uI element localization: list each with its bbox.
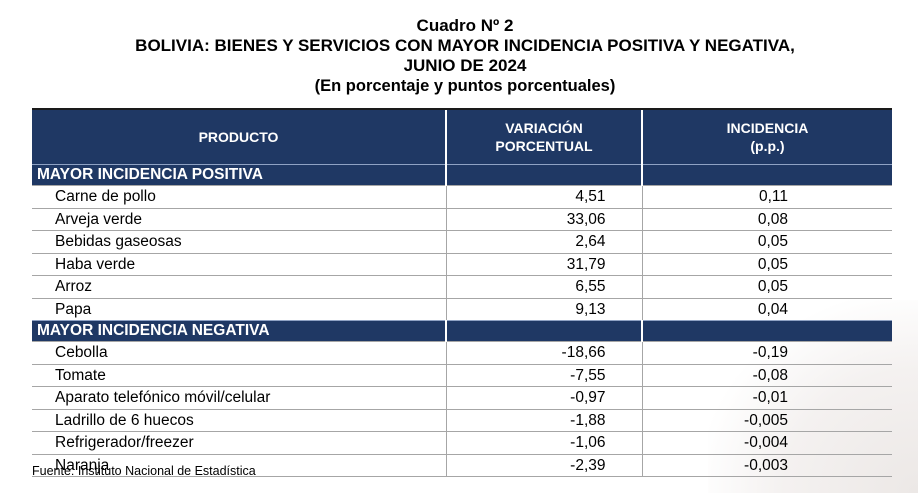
section-positive-label: MAYOR INCIDENCIA POSITIVA (32, 164, 446, 186)
cell-producto: Papa (32, 297, 446, 321)
table-header-row: PRODUCTO VARIACIÓN PORCENTUAL INCIDENCIA… (32, 108, 892, 165)
source-note: Fuente: Instituto Nacional de Estadístic… (32, 464, 256, 478)
cell-producto: Arroz (32, 275, 446, 298)
cell-incidencia: -0,005 (641, 408, 892, 432)
title-line-2: BOLIVIA: BIENES Y SERVICIOS CON MAYOR IN… (135, 36, 795, 55)
cell-variacion: 33,06 (445, 207, 642, 231)
title-line-4: (En porcentaje y puntos porcentuales) (314, 77, 616, 95)
header-producto: PRODUCTO (32, 108, 446, 165)
cell-variacion: 9,13 (445, 297, 642, 321)
cell-incidencia: -0,004 (641, 431, 892, 454)
cell-variacion: 31,79 (445, 252, 642, 276)
cell-producto: Naranja (32, 453, 446, 477)
title-line-3: JUNIO DE 2024 (403, 56, 527, 75)
cell-variacion: -7,55 (445, 363, 642, 387)
header-variacion: VARIACIÓN PORCENTUAL (445, 108, 642, 165)
cell-incidencia: 0,04 (641, 297, 892, 321)
section-positive-cell (445, 164, 642, 186)
cell-producto: Haba verde (32, 252, 446, 276)
table-row: Carne de pollo 4,51 0,11 (32, 185, 892, 208)
cell-incidencia: 0,11 (641, 185, 892, 208)
cell-incidencia: 0,05 (641, 252, 892, 276)
cell-incidencia: -0,003 (641, 453, 892, 477)
section-positive-cell (641, 164, 892, 186)
table-row: Tomate -7,55 -0,08 (32, 363, 892, 387)
header-incidencia-line1: INCIDENCIA (726, 120, 809, 136)
section-negative-label: MAYOR INCIDENCIA NEGATIVA (32, 320, 446, 342)
cell-variacion: -0,97 (445, 386, 642, 409)
cell-incidencia: 0,05 (641, 230, 892, 253)
section-negative-cell (641, 320, 892, 342)
cell-incidencia: -0,08 (641, 363, 892, 387)
cell-variacion: 6,55 (445, 275, 642, 298)
cell-variacion: -1,06 (445, 431, 642, 454)
cell-producto: Refrigerador/freezer (32, 431, 446, 454)
cell-incidencia: -0,19 (641, 341, 892, 364)
header-variacion-line2: PORCENTUAL (495, 138, 593, 154)
cell-producto: Aparato telefónico móvil/celular (32, 386, 446, 409)
table-row: Papa 9,13 0,04 (32, 297, 892, 321)
cell-incidencia: 0,05 (641, 275, 892, 298)
table-row: Refrigerador/freezer -1,06 -0,004 (32, 431, 892, 454)
section-negative: MAYOR INCIDENCIA NEGATIVA (32, 320, 892, 342)
header-variacion-line1: VARIACIÓN (505, 120, 583, 136)
table-row: Cebolla -18,66 -0,19 (32, 341, 892, 364)
cell-variacion: -18,66 (445, 341, 642, 364)
cell-variacion: 2,64 (445, 230, 642, 253)
cell-variacion: 4,51 (445, 185, 642, 208)
incidence-table: PRODUCTO VARIACIÓN PORCENTUAL INCIDENCIA… (32, 108, 892, 477)
table-row: Haba verde 31,79 0,05 (32, 252, 892, 276)
table-row: Bebidas gaseosas 2,64 0,05 (32, 230, 892, 253)
section-negative-cell (445, 320, 642, 342)
cell-producto: Carne de pollo (32, 185, 446, 208)
cell-producto: Cebolla (32, 341, 446, 364)
cell-producto: Tomate (32, 363, 446, 387)
table-row: Arroz 6,55 0,05 (32, 275, 892, 298)
cell-incidencia: 0,08 (641, 207, 892, 231)
cell-incidencia: -0,01 (641, 386, 892, 409)
table-row: Ladrillo de 6 huecos -1,88 -0,005 (32, 408, 892, 432)
cell-variacion: -1,88 (445, 408, 642, 432)
header-incidencia: INCIDENCIA (p.p.) (641, 108, 892, 165)
table-row: Aparato telefónico móvil/celular -0,97 -… (32, 386, 892, 409)
cell-producto: Arveja verde (32, 207, 446, 231)
title-line-1: Cuadro Nº 2 (416, 16, 514, 35)
cell-producto: Ladrillo de 6 huecos (32, 408, 446, 432)
cell-variacion: -2,39 (445, 453, 642, 477)
header-incidencia-line2: (p.p.) (750, 138, 785, 154)
table-row: Arveja verde 33,06 0,08 (32, 207, 892, 231)
table-title: Cuadro Nº 2 BOLIVIA: BIENES Y SERVICIOS … (0, 16, 918, 96)
cell-producto: Bebidas gaseosas (32, 230, 446, 253)
section-positive: MAYOR INCIDENCIA POSITIVA (32, 164, 892, 186)
table-row: Naranja -2,39 -0,003 (32, 453, 892, 477)
table-body: MAYOR INCIDENCIA POSITIVA Carne de pollo… (32, 164, 892, 477)
